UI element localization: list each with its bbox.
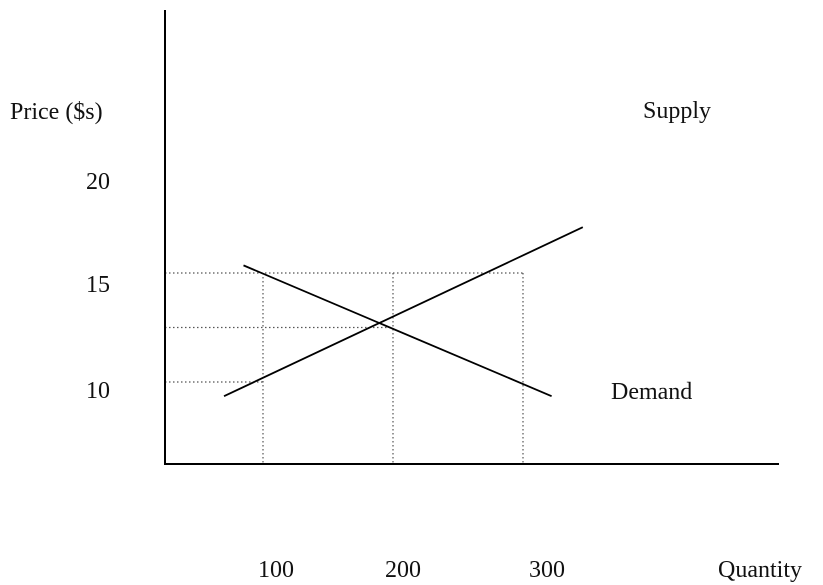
x-axis-label: Quantity [718,557,802,583]
curves [223,226,584,397]
y-tick-label-10: 10 [86,378,110,404]
demand-label: Demand [611,379,692,405]
supply-curve [223,226,584,397]
y-tick-label-20: 20 [86,169,110,195]
guide-lines [165,272,524,464]
supply-label: Supply [643,98,711,124]
x-tick-label-300: 300 [529,557,565,583]
x-tick-label-100: 100 [258,557,294,583]
demand-curve [243,264,552,397]
y-tick-label-15: 15 [86,272,110,298]
y-axis-label: Price ($s) [10,99,103,125]
x-tick-label-200: 200 [385,557,421,583]
